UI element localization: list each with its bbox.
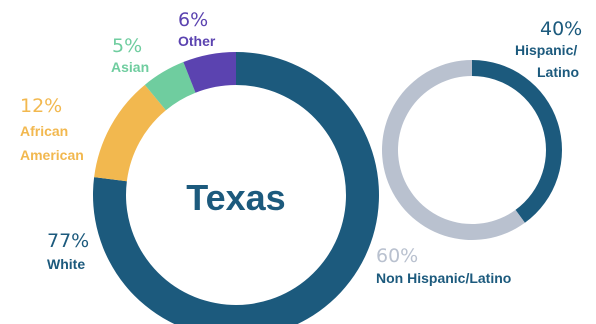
- hispanic-category-label-line1: Hispanic/: [515, 42, 577, 58]
- donut-slice-hispanic-latino: [472, 60, 562, 223]
- donut-slice-non-hispanic-latino: [382, 60, 525, 240]
- african-american-percent-label: 12%: [20, 95, 62, 117]
- donut-slice-other: [183, 52, 236, 93]
- texas-center-label: Texas: [186, 177, 285, 218]
- non-hispanic-category-label: Non Hispanic/Latino: [376, 270, 511, 286]
- hispanic-category-label-line2: Latino: [537, 64, 579, 80]
- african-american-category-label-line2: American: [20, 147, 84, 163]
- asian-percent-label: 5%: [112, 35, 142, 57]
- donut-slice-african-american: [94, 84, 166, 182]
- non-hispanic-percent-label: 60%: [376, 245, 418, 267]
- african-american-category-label-line1: African: [20, 123, 68, 139]
- other-category-label: Other: [178, 33, 216, 49]
- asian-category-label: Asian: [111, 59, 149, 75]
- donut-slice-asian: [144, 62, 196, 111]
- white-category-label: White: [47, 256, 85, 272]
- other-percent-label: 6%: [178, 9, 208, 31]
- white-percent-label: 77%: [47, 230, 89, 252]
- hispanic-percent-label: 40%: [540, 18, 582, 40]
- texas-race-donut: [93, 52, 379, 324]
- hispanic-ethnicity-donut: [382, 60, 562, 240]
